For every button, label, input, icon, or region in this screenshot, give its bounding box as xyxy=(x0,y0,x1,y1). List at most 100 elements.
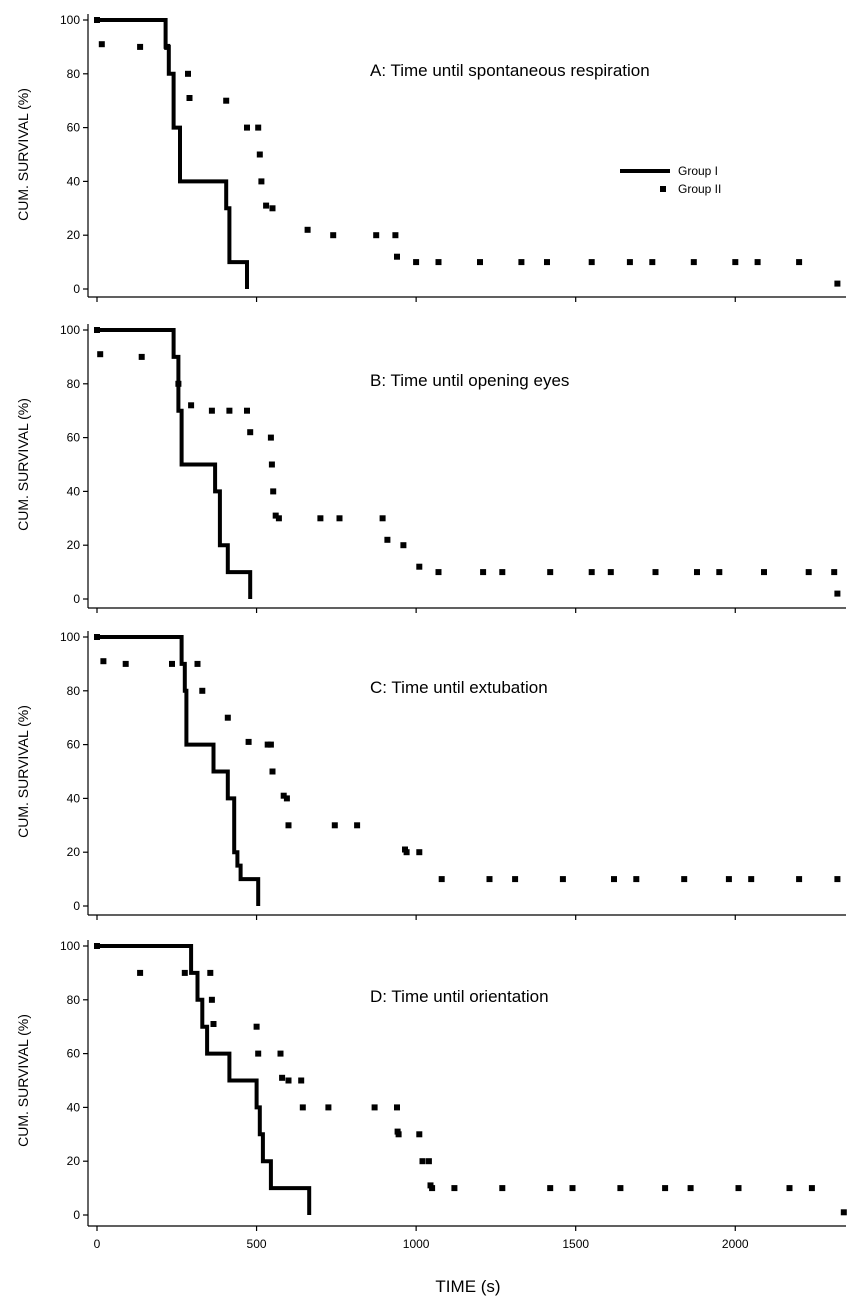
series-point-group-2 xyxy=(94,17,100,23)
series-point-group-2 xyxy=(547,569,554,576)
series-point-group-2 xyxy=(275,515,282,522)
series-point-group-2 xyxy=(690,259,697,266)
series-point-group-2 xyxy=(754,259,761,266)
y-tick-label: 60 xyxy=(67,121,81,135)
series-point-group-2 xyxy=(435,569,442,576)
series-point-group-2 xyxy=(544,259,550,266)
series-point-group-2 xyxy=(831,569,838,576)
series-point-group-2 xyxy=(796,876,803,883)
series-point-group-2 xyxy=(317,515,324,522)
series-point-group-2 xyxy=(694,569,700,576)
series-point-group-2 xyxy=(175,380,182,387)
series-point-group-2 xyxy=(617,1185,624,1192)
series-point-group-2 xyxy=(224,714,231,721)
series-point-group-2 xyxy=(687,1185,694,1192)
series-point-group-2 xyxy=(283,795,290,802)
chart-panels: 0 20 40 60 80 100 CUM. SURVIVAL (%) A: Time unt… xyxy=(15,13,847,1251)
series-point-group-2 xyxy=(264,741,271,748)
series-point-group-2 xyxy=(226,407,233,414)
panel-title: B: Time until opening eyes xyxy=(370,371,569,390)
series-point-group-2 xyxy=(285,822,292,829)
series-point-group-2 xyxy=(732,259,739,266)
x-tick-label: 500 xyxy=(247,1237,267,1251)
series-point-group-2 xyxy=(379,515,386,522)
series-point-group-2 xyxy=(199,687,206,694)
series-point-group-2 xyxy=(681,876,688,883)
series-point-group-2 xyxy=(299,1104,306,1111)
series-point-group-2 xyxy=(392,232,399,239)
series-point-group-2 xyxy=(97,351,104,358)
series-point-group-2 xyxy=(840,1209,847,1216)
y-tick-label: 0 xyxy=(73,282,80,296)
y-tick-label: 100 xyxy=(60,323,80,337)
x-axis-label: TIME (s) xyxy=(435,1277,500,1296)
series-point-group-2 xyxy=(331,822,338,829)
panel-1: 0 20 40 60 80 100 CUM. SURVIVAL (%) A: Time unt… xyxy=(15,13,846,302)
series-line-group-1 xyxy=(97,18,249,289)
legend-swatch-group-2 xyxy=(660,186,666,192)
y-tick-label: 0 xyxy=(73,1208,80,1222)
x-tick-label: 1000 xyxy=(403,1237,430,1251)
series-point-group-2 xyxy=(210,1021,217,1027)
series-point-group-2 xyxy=(416,849,423,856)
series-point-group-2 xyxy=(100,658,107,665)
series-point-group-2 xyxy=(569,1185,576,1192)
series-point-group-2 xyxy=(419,1158,426,1165)
series-point-group-2 xyxy=(808,1185,815,1192)
series-point-group-2 xyxy=(269,768,276,775)
panel-title: A: Time until spontaneous respiration xyxy=(370,61,650,80)
series-point-group-2 xyxy=(395,1131,402,1138)
series-point-group-2 xyxy=(373,232,380,239)
series-point-group-2 xyxy=(499,1185,506,1192)
y-tick-label: 0 xyxy=(73,899,80,913)
series-point-group-2 xyxy=(255,1050,262,1057)
series-point-group-2 xyxy=(588,569,595,576)
series-point-group-2 xyxy=(805,569,812,576)
series-point-group-2 xyxy=(403,849,410,856)
y-tick-label: 40 xyxy=(67,484,81,498)
y-tick-label: 100 xyxy=(60,13,80,27)
series-point-group-2 xyxy=(400,542,407,549)
series-point-group-2 xyxy=(499,569,506,576)
series-point-group-2 xyxy=(725,876,732,883)
series-point-group-2 xyxy=(477,259,483,266)
series-point-group-2 xyxy=(270,488,277,495)
series-point-group-2 xyxy=(269,205,276,212)
series-point-group-2 xyxy=(435,259,442,266)
y-tick-label: 40 xyxy=(67,174,81,188)
series-point-group-2 xyxy=(416,1131,423,1138)
series-point-group-2 xyxy=(626,259,633,266)
series-point-group-2 xyxy=(480,569,487,576)
series-point-group-2 xyxy=(748,876,755,883)
series-point-group-2 xyxy=(137,969,144,976)
legend: Group I Group II xyxy=(620,164,721,196)
y-tick-label: 0 xyxy=(73,592,80,606)
series-point-group-2 xyxy=(223,97,230,104)
series-point-group-2 xyxy=(298,1077,305,1084)
series-point-group-2 xyxy=(186,95,193,101)
series-point-group-2 xyxy=(267,741,274,748)
series-point-group-2 xyxy=(255,124,262,131)
series-point-group-2 xyxy=(611,876,617,883)
series-point-group-2 xyxy=(272,512,279,519)
y-tick-label: 40 xyxy=(67,1100,81,1114)
series-point-group-2 xyxy=(267,434,274,441)
series-point-group-2 xyxy=(280,792,287,799)
y-tick-label: 80 xyxy=(67,67,81,81)
y-tick-label: 20 xyxy=(67,538,81,552)
series-point-group-2 xyxy=(425,1158,432,1165)
series-point-group-2 xyxy=(547,1185,554,1192)
series-point-group-2 xyxy=(208,996,215,1003)
series-point-group-2 xyxy=(194,660,201,667)
series-point-group-2 xyxy=(607,569,614,576)
x-tick-label: 2000 xyxy=(722,1237,749,1251)
series-point-group-2 xyxy=(451,1185,458,1192)
series-point-group-2 xyxy=(325,1104,332,1111)
series-point-group-2 xyxy=(244,407,250,414)
y-tick-label: 80 xyxy=(67,684,81,698)
y-tick-label: 80 xyxy=(67,993,81,1007)
series-point-group-2 xyxy=(268,461,275,468)
y-tick-label: 100 xyxy=(60,939,80,953)
y-tick-label: 60 xyxy=(67,431,81,445)
legend-label-group-2: Group II xyxy=(678,182,721,196)
